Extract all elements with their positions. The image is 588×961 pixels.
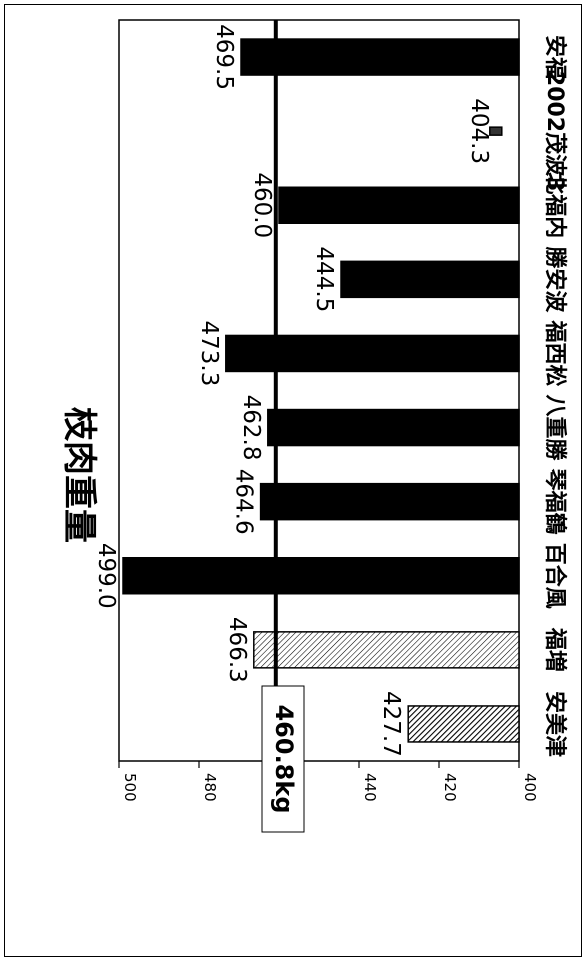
value-label: 462.8 bbox=[238, 395, 264, 461]
value-label: 464.6 bbox=[231, 469, 257, 535]
y-tick-label: 420 bbox=[441, 773, 459, 802]
value-label: 466.3 bbox=[224, 617, 250, 683]
y-tick-label: 480 bbox=[201, 773, 219, 802]
category-label: 2002茂波3 bbox=[542, 71, 567, 192]
category-label: 安福 bbox=[542, 35, 568, 79]
category-label: 福増 bbox=[542, 627, 568, 672]
bar bbox=[240, 38, 520, 76]
chart-title: 枝肉重量 bbox=[59, 407, 99, 543]
chart-frame bbox=[4, 4, 582, 957]
reference-label-box bbox=[261, 685, 305, 833]
bar bbox=[267, 408, 520, 447]
category-label: 琴福鶴 bbox=[542, 469, 568, 535]
bar bbox=[340, 260, 520, 299]
reference-label: 460.8kg bbox=[270, 704, 298, 813]
y-tick-label: 400 bbox=[521, 773, 539, 802]
category-label: 福西松 bbox=[542, 319, 567, 386]
bar bbox=[253, 631, 520, 669]
y-tick-label: 440 bbox=[361, 773, 379, 802]
value-label: 469.5 bbox=[211, 24, 237, 90]
value-label: 473.3 bbox=[196, 321, 222, 387]
value-label: 444.5 bbox=[311, 246, 337, 312]
bar bbox=[489, 126, 503, 136]
value-label: 460.0 bbox=[249, 172, 275, 238]
category-label: 北福内 bbox=[542, 172, 567, 238]
category-label: 安美津 bbox=[542, 691, 568, 757]
y-axis-ticks: 400420440460480500 bbox=[118, 761, 539, 802]
value-label: 404.3 bbox=[466, 98, 492, 164]
category-label: 勝安波 bbox=[542, 246, 568, 313]
category-label: 百合風 bbox=[542, 543, 568, 609]
category-label: 八重勝 bbox=[542, 395, 567, 462]
y-tick-label: 500 bbox=[121, 773, 139, 802]
value-labels: 469.5 404.3 460.0 444.5 473.3 462.8 464.6 499.0… bbox=[93, 24, 492, 757]
bar bbox=[259, 482, 520, 521]
bar bbox=[278, 186, 520, 224]
value-label: 499.0 bbox=[93, 543, 119, 609]
bar bbox=[225, 334, 520, 373]
value-label: 427.7 bbox=[378, 691, 404, 757]
bar bbox=[407, 705, 520, 743]
bar bbox=[122, 557, 520, 595]
